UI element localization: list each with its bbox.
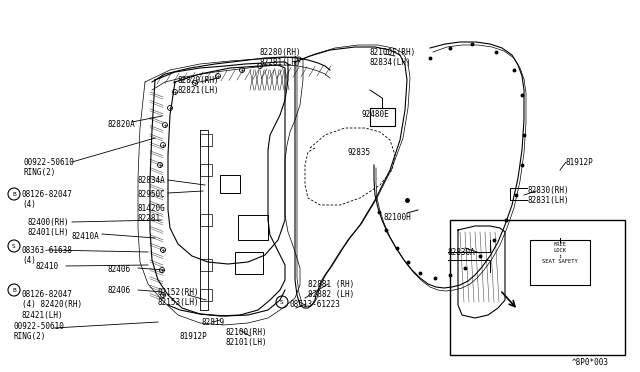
Text: 82100F(RH)
82834(LH): 82100F(RH) 82834(LH) bbox=[370, 48, 416, 67]
Text: 92835: 92835 bbox=[348, 148, 371, 157]
Text: 08126-82047
(4) 82420(RH)
82421(LH): 08126-82047 (4) 82420(RH) 82421(LH) bbox=[22, 290, 82, 320]
Text: 81912P: 81912P bbox=[566, 158, 594, 167]
Text: 82410A: 82410A bbox=[72, 232, 100, 241]
Text: 81420G
82281: 81420G 82281 bbox=[138, 204, 166, 224]
Text: 82152(RH)
82153(LH): 82152(RH) 82153(LH) bbox=[158, 288, 200, 307]
Text: 82100H: 82100H bbox=[383, 213, 411, 222]
Text: 08363-61638
(4): 08363-61638 (4) bbox=[22, 246, 73, 265]
Bar bbox=[235, 252, 263, 274]
Text: 08513-61223: 08513-61223 bbox=[290, 300, 341, 309]
Text: 82830A: 82830A bbox=[448, 248, 476, 257]
Text: 82819: 82819 bbox=[202, 318, 225, 327]
Text: 82280(RH)
82281(LH): 82280(RH) 82281(LH) bbox=[260, 48, 301, 67]
Text: 00922-50610
RING(2): 00922-50610 RING(2) bbox=[14, 322, 65, 341]
Text: 82406: 82406 bbox=[108, 265, 131, 274]
Text: 82400(RH)
82401(LH): 82400(RH) 82401(LH) bbox=[28, 218, 70, 237]
Bar bbox=[238, 215, 268, 240]
Bar bbox=[220, 175, 240, 193]
Text: B: B bbox=[12, 192, 16, 196]
Text: 82406: 82406 bbox=[108, 286, 131, 295]
Text: ^8P0*003: ^8P0*003 bbox=[572, 358, 609, 367]
Text: 82830(RH)
82831(LH): 82830(RH) 82831(LH) bbox=[527, 186, 568, 205]
Text: 00922-50610
RING(2): 00922-50610 RING(2) bbox=[24, 158, 75, 177]
Text: FREE
LOCK
↕
SEAT SAFETY: FREE LOCK ↕ SEAT SAFETY bbox=[542, 242, 578, 264]
Text: 82881 (RH)
82882 (LH): 82881 (RH) 82882 (LH) bbox=[308, 280, 355, 299]
Text: B: B bbox=[12, 288, 16, 292]
Text: 82410: 82410 bbox=[36, 262, 59, 271]
Text: 81912P: 81912P bbox=[180, 332, 208, 341]
Text: 82100(RH)
82101(LH): 82100(RH) 82101(LH) bbox=[226, 328, 268, 347]
Bar bbox=[450, 220, 625, 355]
Text: 08126-82047
(4): 08126-82047 (4) bbox=[22, 190, 73, 209]
Text: 82820(RH)
82821(LH): 82820(RH) 82821(LH) bbox=[178, 76, 220, 95]
Text: 82950C: 82950C bbox=[138, 190, 166, 199]
Text: 82834A: 82834A bbox=[138, 176, 166, 185]
Text: 92480E: 92480E bbox=[362, 110, 390, 119]
Text: S: S bbox=[280, 299, 284, 305]
Text: 82820A: 82820A bbox=[108, 120, 136, 129]
Bar bbox=[530, 240, 590, 285]
Text: S: S bbox=[12, 244, 16, 248]
